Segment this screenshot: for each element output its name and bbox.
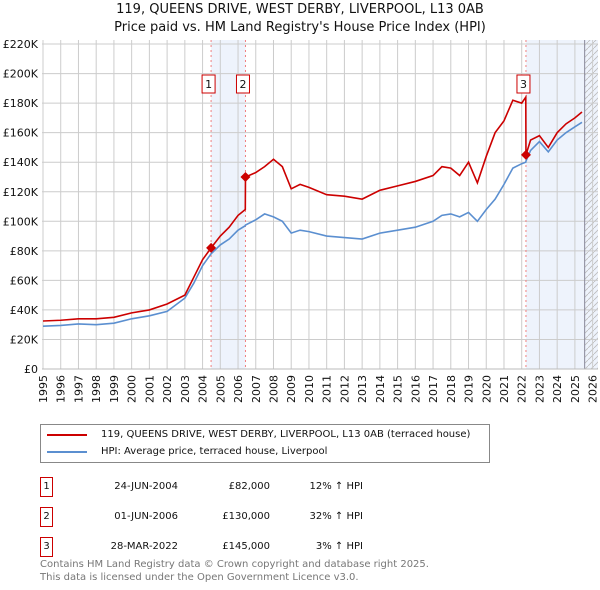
x-tick-label: 2006	[232, 375, 245, 403]
x-tick-label: 2023	[533, 375, 546, 403]
y-tick-label: £0	[24, 363, 38, 376]
x-tick-label: 2018	[445, 375, 458, 403]
sale-price: £145,000	[222, 541, 270, 552]
x-tick-label: 2008	[267, 375, 280, 403]
x-tick-label: 2024	[551, 375, 564, 403]
sale-number-badge: 1	[40, 477, 53, 497]
y-tick-label: £40K	[10, 304, 39, 317]
sale-hpi-change: 3% ↑ HPI	[315, 541, 363, 552]
sale-row: 2 01-JUN-2006 £130,000 32% ↑ HPI	[40, 507, 440, 527]
x-tick-label: 2017	[427, 375, 440, 403]
y-tick-label: £180K	[3, 97, 39, 110]
ownership-span-1	[211, 40, 246, 369]
x-tick-label: 2016	[409, 375, 422, 403]
x-tick-label: 2001	[143, 375, 156, 403]
plot-area: 1995 1996 1997 1998 1999 2000 2001 2002 2003 2004…	[3, 38, 600, 403]
x-tick-label: 2009	[285, 375, 298, 403]
x-tick-label: 2010	[303, 375, 316, 403]
footer-licence: This data is licensed under the Open Gov…	[40, 572, 359, 583]
x-tick-label: 1995	[37, 375, 50, 403]
x-tick-label: 2007	[250, 375, 263, 403]
sale-hpi-change: 12% ↑ HPI	[309, 481, 363, 492]
x-tick-label: 1997	[72, 375, 85, 403]
x-tick-label: 2004	[197, 375, 210, 403]
sale-hpi-change: 32% ↑ HPI	[309, 511, 363, 522]
y-tick-label: £100K	[3, 215, 39, 228]
sale-date: 01-JUN-2006	[114, 511, 178, 522]
x-tick-label: 2003	[179, 375, 192, 403]
sale-point-1	[206, 242, 217, 253]
legend-swatch-hpi	[47, 451, 87, 453]
forecast-hatch	[584, 40, 598, 369]
x-tick-label: 2019	[463, 375, 476, 403]
sale-point-3	[520, 149, 531, 160]
x-tick-label: 2012	[338, 375, 351, 403]
y-tick-label: £200K	[3, 68, 39, 81]
y-tick-label: £160K	[3, 127, 39, 140]
x-tick-label: 1999	[108, 375, 121, 403]
y-tick-label: £20K	[10, 333, 39, 346]
x-tick-label: 2014	[374, 375, 387, 403]
x-tick-label: 2015	[392, 375, 405, 403]
x-tick-label: 2000	[126, 375, 139, 403]
x-tick-label: 2022	[516, 375, 529, 403]
x-tick-label: 2021	[498, 375, 511, 403]
y-tick-label: £80K	[10, 245, 39, 258]
sale-label-3: 3	[520, 78, 527, 91]
y-tick-label: £220K	[3, 38, 39, 51]
sale-label-box	[235, 74, 250, 94]
x-tick-label: 2026	[587, 375, 600, 403]
sale-label-1: 1	[205, 78, 212, 91]
chart-title: 119, QUEENS DRIVE, WEST DERBY, LIVERPOOL…	[116, 2, 484, 17]
y-tick-label: £120K	[3, 186, 39, 199]
sale-date: 24-JUN-2004	[114, 481, 178, 492]
x-tick-label: 1998	[90, 375, 103, 403]
sale-number-badge: 2	[40, 507, 53, 527]
sale-label-2: 2	[239, 78, 246, 91]
x-tick-label: 2020	[480, 375, 493, 403]
legend-label-property: 119, QUEENS DRIVE, WEST DERBY, LIVERPOOL…	[101, 429, 471, 440]
sale-label-box	[201, 74, 216, 94]
footer-copyright: Contains HM Land Registry data © Crown c…	[40, 559, 429, 570]
y-tick-label: £140K	[3, 156, 39, 169]
chart-subtitle: Price paid vs. HM Land Registry's House …	[114, 20, 486, 35]
legend-label-hpi: HPI: Average price, terraced house, Live…	[101, 446, 328, 457]
sale-label-box	[516, 74, 531, 94]
sale-price: £82,000	[228, 481, 270, 492]
sale-row: 3 28-MAR-2022 £145,000 3% ↑ HPI	[40, 537, 440, 557]
x-tick-label: 2002	[161, 375, 174, 403]
x-tick-label: 2013	[356, 375, 369, 403]
sale-date: 28-MAR-2022	[110, 541, 178, 552]
legend-swatch-property	[47, 434, 87, 436]
sale-point-2	[240, 171, 251, 182]
x-tick-label: 2011	[321, 375, 334, 403]
sale-row: 1 24-JUN-2004 £82,000 12% ↑ HPI	[40, 477, 440, 497]
x-tick-label: 2005	[214, 375, 227, 403]
sale-price: £130,000	[222, 511, 270, 522]
price-paid-line	[42, 94, 583, 322]
x-tick-label: 2025	[569, 375, 582, 403]
sale-number-badge: 3	[40, 537, 53, 557]
legend: 119, QUEENS DRIVE, WEST DERBY, LIVERPOOL…	[40, 424, 490, 463]
y-tick-label: £60K	[10, 274, 39, 287]
hpi-line	[42, 121, 583, 327]
x-tick-label: 1996	[55, 375, 68, 403]
